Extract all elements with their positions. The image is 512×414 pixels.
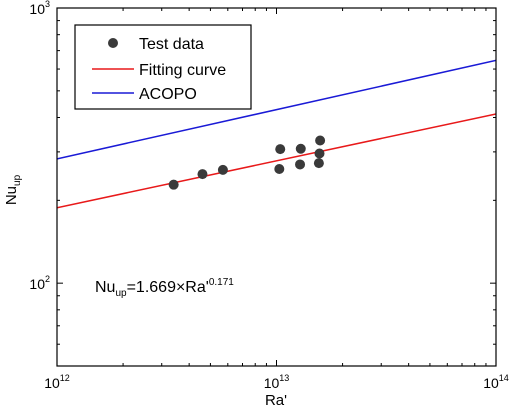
legend-box — [74, 24, 252, 110]
fit-equation-annotation: Nuup=1.669×Ra'0.171 — [95, 277, 234, 299]
x-tick-label: 1012 — [44, 373, 70, 391]
legend: Test data Fitting curve ACOPO — [74, 24, 252, 110]
data-point — [197, 169, 208, 180]
data-point — [313, 158, 324, 169]
y-tick-label: 102 — [29, 274, 50, 292]
data-point — [295, 159, 306, 170]
x-tick-label: 1013 — [264, 373, 290, 391]
data-point — [168, 179, 179, 190]
series-line-fitting-curve — [57, 113, 496, 209]
series-line-acopo — [57, 59, 496, 160]
legend-marker-test-data — [108, 38, 118, 48]
y-tick-label: 103 — [29, 0, 50, 17]
data-point — [275, 144, 286, 155]
x-tick-label: 1014 — [483, 373, 509, 391]
data-point — [315, 135, 326, 146]
data-point — [217, 164, 228, 175]
legend-label-acopo: ACOPO — [139, 86, 197, 103]
data-point — [295, 143, 306, 154]
x-axis-label: Ra' — [265, 392, 287, 409]
legend-label-fitting-curve: Fitting curve — [139, 62, 226, 79]
data-point — [274, 163, 285, 174]
legend-label-test-data: Test data — [139, 36, 204, 53]
data-point — [314, 148, 325, 159]
y-axis-label: Nuup — [3, 174, 23, 205]
